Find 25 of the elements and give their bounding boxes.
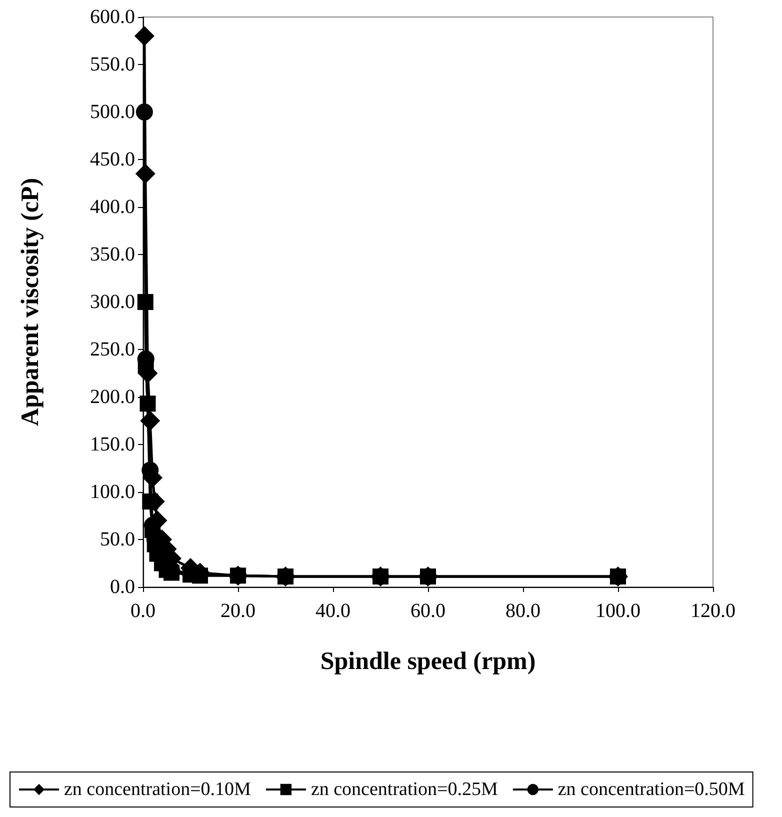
y-tick-label: 550.0	[90, 54, 135, 76]
y-axis-title: Apparent viscosity (cP)	[17, 178, 44, 426]
x-tick-label: 40.0	[316, 600, 350, 622]
y-tick-label: 50.0	[100, 528, 135, 550]
y-tick-label: 500.0	[90, 101, 135, 123]
x-tick-label: 80.0	[506, 600, 540, 622]
legend-label: zn concentration=0.10M	[64, 779, 252, 800]
y-tick-label: 400.0	[90, 196, 135, 218]
y-tick-label: 450.0	[90, 148, 135, 170]
y-tick-label: 100.0	[90, 481, 135, 503]
y-tick-label: 350.0	[90, 244, 135, 266]
x-tick-label: 120.0	[690, 600, 736, 622]
x-axis-title: Spindle speed (rpm)	[320, 648, 536, 675]
x-tick-label: 100.0	[596, 600, 640, 622]
y-tick-label: 150.0	[90, 434, 135, 456]
y-tick-label: 0.0	[110, 576, 135, 598]
x-tick-label: 0.0	[130, 600, 156, 622]
y-tick-label: 600.0	[90, 6, 135, 28]
y-tick-label: 300.0	[90, 291, 135, 313]
legend-label: zn concentration=0.25M	[310, 779, 498, 800]
y-tick-label: 250.0	[90, 338, 135, 360]
legend-label: zn concentration=0.50M	[558, 779, 745, 800]
x-tick-label: 20.0	[220, 600, 256, 622]
y-tick-label: 200.0	[90, 386, 135, 408]
x-tick-label: 60.0	[410, 600, 446, 622]
